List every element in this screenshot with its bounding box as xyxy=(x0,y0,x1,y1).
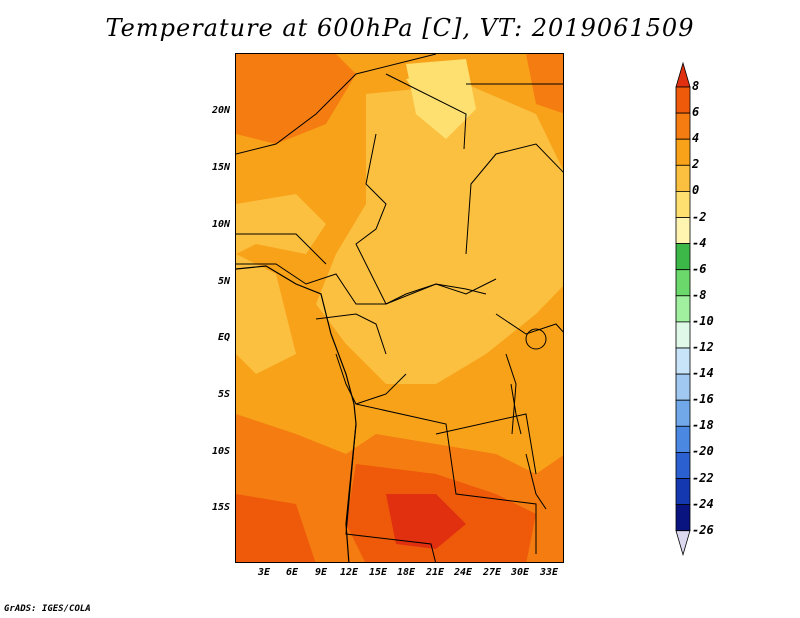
colorbar-box xyxy=(675,295,691,323)
lon-label-6e: 6E xyxy=(285,567,299,578)
lat-label-5s: 5S xyxy=(217,389,230,400)
colorbar-box xyxy=(675,347,691,375)
colorbar-label: 4 xyxy=(692,131,700,146)
colorbar-box xyxy=(675,217,691,245)
colorbar-label: 0 xyxy=(692,183,700,198)
colorbar-label: 2 xyxy=(692,157,700,172)
field-zone-light xyxy=(316,84,563,384)
great-lakes xyxy=(510,328,547,510)
lon-label-27e: 27E xyxy=(482,567,502,578)
colorbar-box xyxy=(675,373,691,401)
colorbar-box xyxy=(675,164,691,192)
lat-label-15n: 15N xyxy=(211,162,230,173)
colorbar-label: 8 xyxy=(692,79,700,93)
lat-label-20n: 20N xyxy=(211,105,230,116)
colorbar-box xyxy=(675,86,691,114)
lon-label-21e: 21E xyxy=(425,567,445,578)
colorbar-box xyxy=(675,504,691,532)
colorbar-box xyxy=(675,138,691,166)
colorbar-label: -10 xyxy=(692,313,714,328)
colorbar-label: -20 xyxy=(692,444,714,459)
colorbar-label: -12 xyxy=(692,340,714,354)
colorbar-box xyxy=(675,112,691,140)
lat-label-5n: 5N xyxy=(217,276,230,287)
map-title: Temperature at 600hPa [C], VT: 201906150… xyxy=(105,14,695,42)
field-zone-palest xyxy=(406,74,451,109)
field-zone-hot xyxy=(236,494,316,562)
lat-label-15s: 15S xyxy=(211,502,230,513)
colorbar-label: -8 xyxy=(692,287,707,302)
colorbar-label: -2 xyxy=(692,209,707,224)
colorbar-label: -18 xyxy=(692,418,714,433)
colorbar-box xyxy=(675,425,691,453)
colorbar-box xyxy=(675,269,691,297)
colorbar-box xyxy=(675,321,691,349)
colorbar-box xyxy=(675,478,691,506)
lon-label-30e: 30E xyxy=(510,567,530,578)
lon-label-12e: 12E xyxy=(339,567,359,578)
lat-label-10n: 10N xyxy=(211,219,230,230)
lon-label-9e: 9E xyxy=(314,567,328,578)
colorbar-label: -16 xyxy=(692,392,714,407)
temperature-field-map xyxy=(236,54,563,562)
coastline xyxy=(236,265,357,562)
lat-label-eq: EQ xyxy=(217,332,230,343)
colorbar-label: -22 xyxy=(692,470,714,485)
colorbar-label: -6 xyxy=(692,261,707,276)
field-zone-hottest xyxy=(386,494,466,549)
map-panel xyxy=(235,53,564,563)
grads-credit: GrADS: IGES/COLA xyxy=(4,604,91,614)
lon-label-3e: 3E xyxy=(257,567,271,578)
colorbar-label: -26 xyxy=(692,522,714,537)
colorbar-label: -24 xyxy=(692,496,714,511)
colorbar-box xyxy=(675,399,691,427)
colorbar-box xyxy=(675,243,691,271)
lat-label-10s: 10S xyxy=(211,446,230,457)
colorbar-bottom-arrow xyxy=(675,530,691,557)
colorbar-box xyxy=(675,190,691,218)
colorbar-label: -4 xyxy=(692,235,707,250)
field-zone-light xyxy=(236,254,296,374)
lon-label-18e: 18E xyxy=(396,567,416,578)
colorbar-box xyxy=(675,451,691,479)
colorbar-top-arrow xyxy=(675,61,691,88)
lon-label-15e: 15E xyxy=(368,567,388,578)
field-zone-light xyxy=(236,194,326,254)
colorbar-label: -14 xyxy=(692,366,714,381)
lon-label-33e: 33E xyxy=(539,567,559,578)
field-zone-warm xyxy=(236,54,356,144)
colorbar-label: 6 xyxy=(692,105,700,120)
country-borders xyxy=(236,54,563,562)
lon-label-24e: 24E xyxy=(453,567,473,578)
